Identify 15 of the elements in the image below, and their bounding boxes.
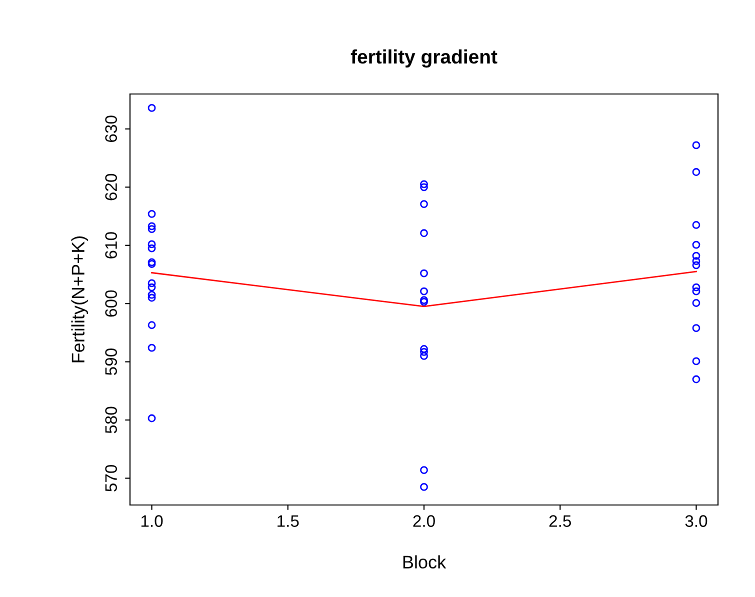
y-tick-label: 580 <box>105 406 117 434</box>
y-tick-label: 590 <box>105 348 117 376</box>
y-tick-label: 600 <box>105 290 117 317</box>
y-tick-label: 620 <box>105 174 117 200</box>
chart-title: fertility gradient <box>350 49 498 68</box>
x-tick-label: 2.5 <box>549 515 571 527</box>
x-tick-label: 1.5 <box>278 515 299 527</box>
x-axis-title: Block <box>403 555 446 569</box>
x-tick-label: 3.0 <box>685 515 708 527</box>
y-tick-label: 630 <box>105 116 117 142</box>
y-tick-label: 610 <box>105 232 117 258</box>
y-axis-title: Fertility(N+P+K) <box>71 236 88 362</box>
x-tick-label: 1.0 <box>141 515 163 527</box>
y-tick-label: 570 <box>105 464 117 492</box>
x-tick-label: 2.0 <box>413 515 435 527</box>
